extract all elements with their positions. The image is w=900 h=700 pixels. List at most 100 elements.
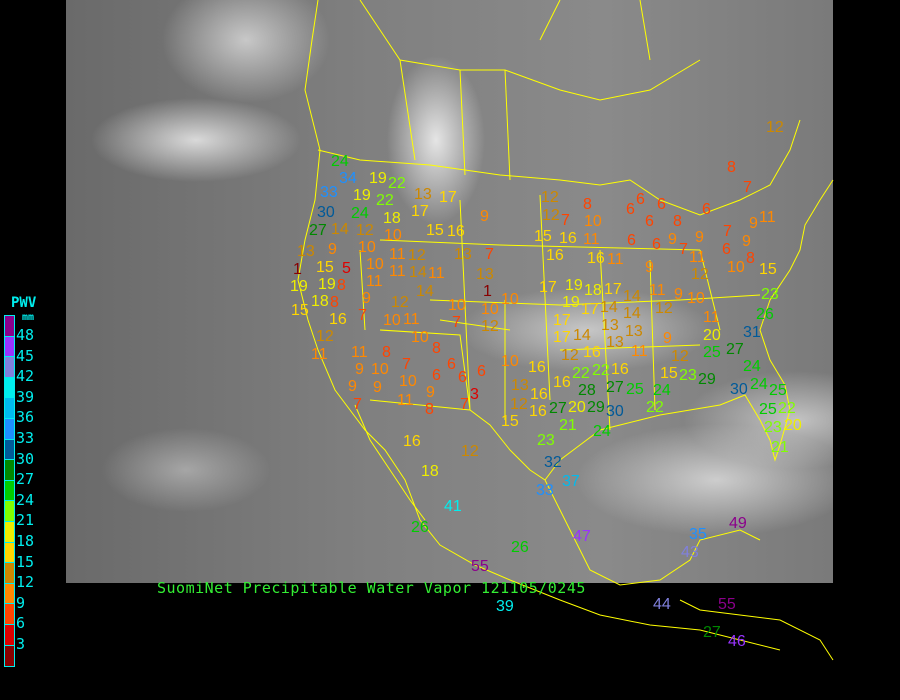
station-pwv-value: 14 xyxy=(623,288,641,305)
mexico-east-coast xyxy=(544,479,761,586)
legend-swatch xyxy=(5,604,14,625)
station-pwv-value: 33 xyxy=(536,482,554,499)
station-pwv-value: 9 xyxy=(480,208,489,225)
station-pwv-value: 8 xyxy=(337,277,346,294)
station-pwv-value: 12 xyxy=(561,347,579,364)
station-pwv-value: 29 xyxy=(587,399,605,416)
station-pwv-value: 16 xyxy=(529,403,547,420)
station-pwv-value: 18 xyxy=(421,463,439,480)
station-pwv-value: 17 xyxy=(411,203,429,220)
baja xyxy=(354,404,426,521)
station-pwv-value: 14 xyxy=(600,299,618,316)
station-pwv-value: 13 xyxy=(625,323,643,340)
station-pwv-value: 8 xyxy=(382,344,391,361)
station-pwv-value: 23 xyxy=(764,419,782,436)
station-pwv-value: 18 xyxy=(584,282,602,299)
station-pwv-value: 10 xyxy=(448,297,466,314)
station-pwv-value: 20 xyxy=(703,327,721,344)
station-pwv-value: 1 xyxy=(293,261,302,278)
station-pwv-value: 33 xyxy=(320,184,338,201)
station-pwv-value: 13 xyxy=(454,246,472,263)
station-pwv-value: 14 xyxy=(416,283,434,300)
legend-swatch xyxy=(5,521,14,543)
station-pwv-value: 28 xyxy=(578,382,596,399)
station-pwv-value: 14 xyxy=(331,221,349,238)
station-pwv-value: 14 xyxy=(409,264,427,281)
station-pwv-value: 10 xyxy=(481,301,499,318)
station-pwv-value: 47 xyxy=(573,528,591,545)
station-pwv-value: 12 xyxy=(766,119,784,136)
station-pwv-value: 32 xyxy=(544,454,562,471)
legend-unit: mm xyxy=(22,312,35,323)
station-pwv-value: 9 xyxy=(663,330,672,347)
station-pwv-value: 14 xyxy=(623,305,641,322)
station-pwv-value: 19 xyxy=(290,278,308,295)
station-pwv-value: 37 xyxy=(562,473,580,490)
station-pwv-value: 7 xyxy=(743,179,752,196)
station-pwv-value: 55 xyxy=(471,558,489,575)
station-pwv-value: 11 xyxy=(389,246,406,263)
station-pwv-value: 13 xyxy=(297,243,315,260)
station-pwv-value: 16 xyxy=(583,344,601,361)
station-pwv-value: 10 xyxy=(384,227,402,244)
station-pwv-value: 39 xyxy=(496,598,514,615)
station-pwv-value: 7 xyxy=(485,246,494,263)
station-pwv-value: 6 xyxy=(645,213,654,230)
station-pwv-value: 6 xyxy=(458,369,467,386)
station-pwv-value: 11 xyxy=(311,346,328,363)
station-pwv-value: 15 xyxy=(316,259,334,276)
station-pwv-value: 13 xyxy=(476,266,494,283)
station-pwv-value: 9 xyxy=(373,379,382,396)
station-pwv-value: 30 xyxy=(606,403,624,420)
station-pwv-value: 19 xyxy=(318,276,336,293)
station-pwv-value: 16 xyxy=(530,386,548,403)
station-pwv-value: 16 xyxy=(546,247,564,264)
station-pwv-value: 10 xyxy=(501,291,519,308)
legend-swatch xyxy=(5,357,14,378)
legend-swatch xyxy=(5,563,14,584)
station-pwv-value: 9 xyxy=(426,384,435,401)
canada-border xyxy=(317,119,801,216)
station-pwv-value: 18 xyxy=(383,210,401,227)
station-pwv-value: 34 xyxy=(339,170,357,187)
legend-label: 18 xyxy=(16,532,35,550)
station-pwv-value: 7 xyxy=(679,241,688,258)
legend-swatch xyxy=(5,316,14,337)
station-pwv-value: 6 xyxy=(652,236,661,253)
legend-label: 12 xyxy=(16,573,35,592)
legend-swatch xyxy=(5,583,14,605)
station-pwv-value: 25 xyxy=(759,401,777,418)
station-pwv-value: 7 xyxy=(402,356,411,373)
station-pwv-value: 11 xyxy=(366,273,383,290)
station-pwv-value: 14 xyxy=(573,327,591,344)
station-pwv-value: 21 xyxy=(559,417,577,434)
station-pwv-value: 8 xyxy=(425,401,434,418)
legend-label: 6 xyxy=(16,614,26,633)
legend-label: 39 xyxy=(16,387,35,406)
station-pwv-value: 11 xyxy=(351,344,368,361)
station-pwv-value: 23 xyxy=(761,286,779,303)
station-pwv-value: 11 xyxy=(428,265,445,282)
station-pwv-value: 9 xyxy=(645,259,654,276)
station-pwv-value: 11 xyxy=(607,251,624,268)
legend-swatch xyxy=(5,336,14,358)
legend-label: 15 xyxy=(16,552,35,571)
legend-label: 30 xyxy=(16,449,35,468)
station-pwv-value: 21 xyxy=(771,439,789,456)
station-pwv-value: 23 xyxy=(679,367,697,384)
legend-swatch xyxy=(5,480,14,502)
station-pwv-value: 55 xyxy=(718,596,736,613)
station-pwv-value: 10 xyxy=(371,361,389,378)
station-pwv-value: 15 xyxy=(426,222,444,239)
station-pwv-value: 30 xyxy=(317,204,335,221)
station-pwv-value: 12 xyxy=(671,348,689,365)
station-pwv-value: 12 xyxy=(542,207,560,224)
legend-swatch xyxy=(5,460,14,481)
station-pwv-value: 12 xyxy=(510,396,528,413)
station-pwv-value: 16 xyxy=(559,230,577,247)
station-pwv-value: 17 xyxy=(553,312,571,329)
station-pwv-value: 17 xyxy=(439,189,457,206)
station-pwv-value: 11 xyxy=(397,392,414,409)
station-pwv-value: 16 xyxy=(528,359,546,376)
